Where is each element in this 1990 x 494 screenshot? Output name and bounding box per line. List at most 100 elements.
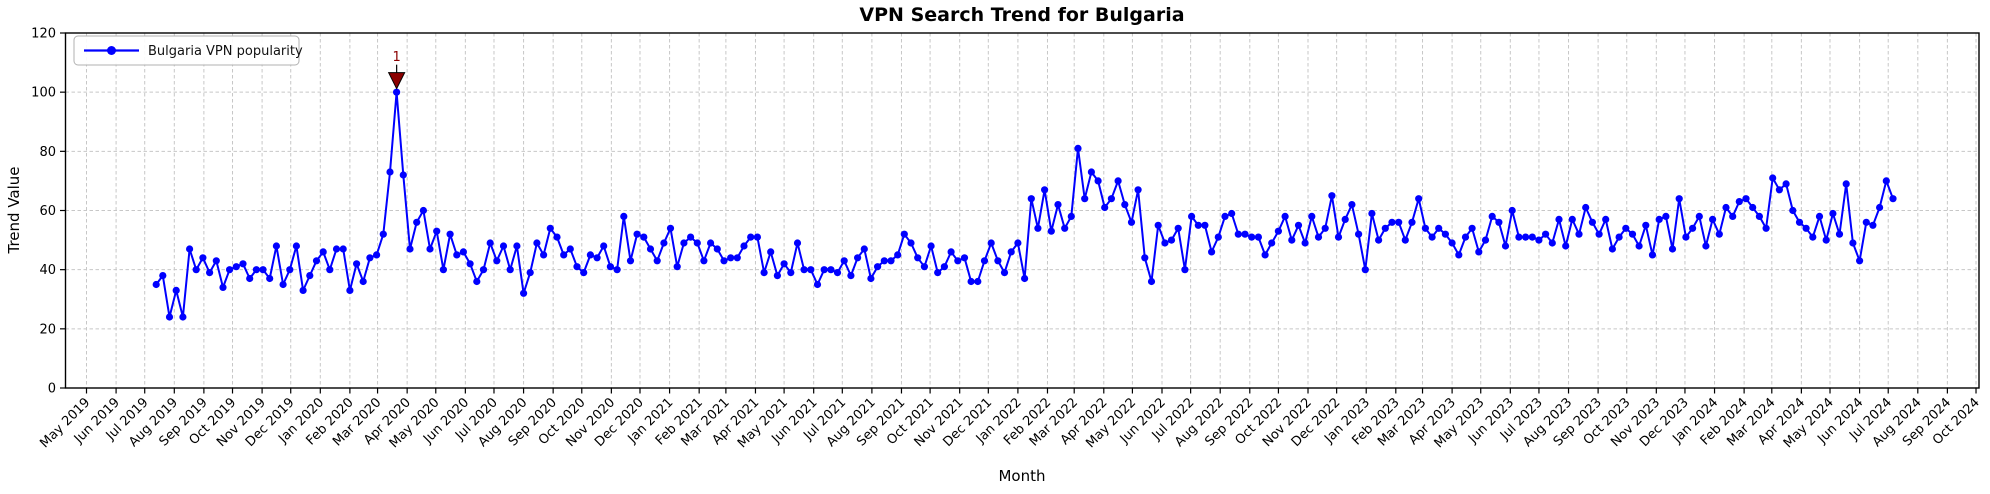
data-point-marker xyxy=(954,257,962,265)
data-point-marker xyxy=(840,257,848,265)
data-point-marker xyxy=(920,263,929,271)
data-point-marker xyxy=(1522,233,1530,241)
data-point-marker xyxy=(1107,195,1115,203)
data-point-marker xyxy=(1428,233,1436,241)
data-point-marker xyxy=(1501,242,1510,250)
legend-marker-icon xyxy=(107,46,116,55)
data-point-marker xyxy=(1127,218,1136,226)
data-point-marker xyxy=(1815,212,1824,220)
data-point-marker xyxy=(1869,221,1877,229)
data-point-marker xyxy=(1355,230,1363,238)
data-point-marker xyxy=(1528,233,1536,241)
data-point-marker xyxy=(486,239,494,247)
data-point-marker xyxy=(1849,239,1857,247)
trend-line-series xyxy=(152,88,1897,321)
data-point-marker xyxy=(1021,274,1029,283)
data-point-marker xyxy=(1214,233,1222,241)
data-point-marker xyxy=(1301,239,1309,247)
data-point-marker xyxy=(1755,212,1763,220)
data-point-marker xyxy=(1121,201,1129,209)
data-point-marker xyxy=(687,233,695,241)
data-point-marker xyxy=(560,251,568,259)
data-point-marker xyxy=(1435,224,1443,232)
legend-entry-label: Bulgaria VPN popularity xyxy=(148,44,303,59)
data-point-marker xyxy=(1802,224,1810,232)
data-point-marker xyxy=(1061,224,1069,232)
data-point-marker xyxy=(172,286,180,294)
data-point-marker xyxy=(1729,212,1737,220)
data-point-marker xyxy=(1188,212,1196,220)
chart-title: VPN Search Trend for Bulgaria xyxy=(859,4,1184,26)
data-point-marker xyxy=(1334,233,1343,241)
data-point-marker xyxy=(894,251,902,259)
data-point-marker xyxy=(259,266,267,274)
data-point-marker xyxy=(546,224,554,232)
data-point-marker xyxy=(152,280,160,289)
y-axis-label: Trend Value xyxy=(5,166,23,254)
plot-frame xyxy=(64,32,1980,389)
data-point-marker xyxy=(753,233,762,241)
data-point-marker xyxy=(1421,224,1429,232)
data-point-marker xyxy=(1381,224,1389,232)
data-point-marker xyxy=(707,239,715,247)
data-point-marker xyxy=(312,257,321,265)
data-point-marker xyxy=(453,251,461,259)
data-point-marker xyxy=(286,266,294,274)
data-point-marker xyxy=(807,266,815,274)
data-point-marker xyxy=(446,230,454,238)
legend: Bulgaria VPN popularity xyxy=(73,35,303,66)
data-point-marker xyxy=(433,227,441,235)
annotation-label: 1 xyxy=(393,50,401,65)
data-point-marker xyxy=(947,248,955,256)
data-point-marker xyxy=(1889,195,1897,203)
data-point-marker xyxy=(1882,177,1890,185)
data-point-marker xyxy=(874,263,882,271)
data-point-marker xyxy=(1742,195,1750,203)
y-tick-label: 40 xyxy=(39,263,56,278)
data-point-marker xyxy=(1094,177,1102,185)
data-point-marker xyxy=(740,242,748,250)
data-point-marker xyxy=(1368,209,1376,218)
data-point-marker xyxy=(1054,201,1062,209)
data-point-marker xyxy=(934,269,942,277)
data-point-marker xyxy=(1842,180,1850,188)
data-point-marker xyxy=(1689,224,1697,232)
data-point-marker xyxy=(219,283,227,291)
data-point-marker xyxy=(346,286,354,294)
data-point-marker xyxy=(1268,239,1276,247)
data-point-marker xyxy=(1375,236,1383,244)
data-point-marker xyxy=(319,248,327,256)
data-point-marker xyxy=(479,266,488,274)
data-point-marker xyxy=(1709,215,1717,223)
data-point-marker xyxy=(1181,266,1189,274)
data-point-marker xyxy=(566,245,574,253)
data-point-marker xyxy=(1114,177,1122,185)
data-point-marker xyxy=(1809,233,1817,241)
data-point-marker xyxy=(1876,203,1884,212)
data-point-marker xyxy=(1101,203,1109,212)
data-point-marker xyxy=(1034,224,1042,232)
data-point-marker xyxy=(1595,230,1603,238)
y-tick-label: 20 xyxy=(39,322,56,337)
data-point-marker xyxy=(272,242,280,250)
data-point-marker xyxy=(967,277,975,286)
y-tick-label: 120 xyxy=(31,27,56,42)
data-point-marker xyxy=(1014,239,1022,247)
data-point-marker xyxy=(820,266,828,274)
data-point-marker xyxy=(1294,221,1303,229)
data-point-marker xyxy=(1448,239,1456,247)
data-point-marker xyxy=(1695,212,1703,220)
data-point-marker xyxy=(299,286,307,294)
y-tick-label: 80 xyxy=(39,145,56,160)
data-point-marker xyxy=(1648,251,1657,259)
data-point-marker xyxy=(1562,242,1570,250)
data-point-marker xyxy=(279,280,287,289)
data-point-marker xyxy=(1141,254,1149,262)
data-point-marker xyxy=(1000,269,1009,277)
data-point-marker xyxy=(1856,257,1864,265)
data-point-marker xyxy=(787,269,795,277)
data-point-marker xyxy=(359,277,367,286)
data-point-marker xyxy=(700,257,708,265)
data-point-marker xyxy=(513,242,521,250)
